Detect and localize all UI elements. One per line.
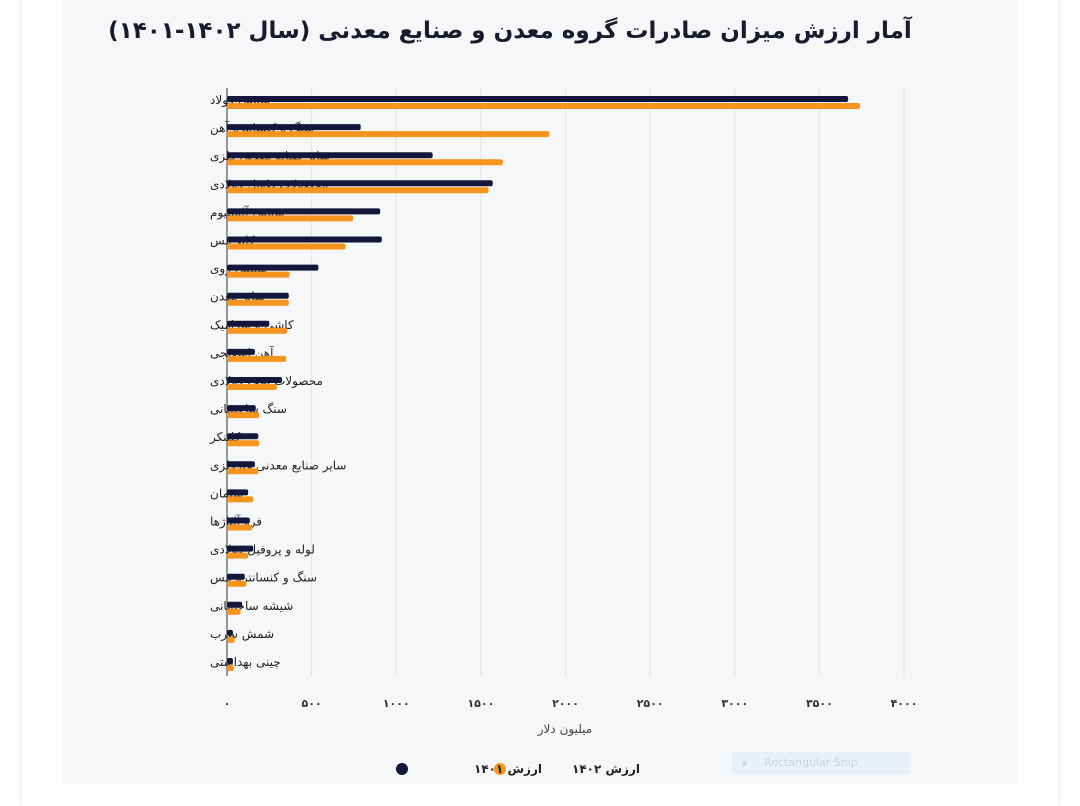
category-label: شیشه ساختمانی [210,599,293,613]
bar-1402 [227,355,287,362]
bar-1401 [227,264,319,271]
bar-1401 [227,601,243,608]
bar-1401 [227,320,270,327]
bar-1402 [227,243,346,250]
bar-1402 [227,580,247,587]
bar-1402 [227,636,235,643]
bar-1402 [227,440,260,447]
x-tick-label: ۲۵۰۰ [637,697,664,710]
bar-1402 [227,215,354,222]
legend-marker [494,763,506,775]
chart-title: آمار ارزش میزان صادرات گروه معدن و صنایع… [108,18,912,44]
bar-1401 [227,96,849,102]
bar-1401 [227,545,254,552]
category-label: شمش سرب [210,627,274,642]
bar-1401 [227,208,381,215]
legend-label: ارزش ۱۴۰۲ [572,762,640,776]
legend-marker [396,763,408,775]
bar-1402 [227,299,289,306]
bar-1402 [227,608,241,615]
bar-1401 [227,489,249,496]
chart-panel [62,0,1018,784]
bar-1402 [227,524,253,531]
bar-1402 [227,327,288,334]
bar-1401 [227,348,255,355]
rectangular-snip-overlay[interactable]: Rectangular Snip [732,752,910,774]
bar-1401 [227,405,256,412]
bar-1402 [227,159,503,166]
category-label: سنگ و کنسانتره مس [210,571,317,586]
bar-1402 [227,552,249,559]
bar-1401 [227,658,233,664]
x-axis-label: میلیون دلار [537,722,592,737]
bar-1401 [227,124,361,131]
bar-1401 [227,629,233,636]
bar-1402 [227,103,860,109]
x-tick-label: ۱۵۰۰ [467,697,494,710]
bar-1402 [227,468,259,475]
bar-1401 [227,461,255,468]
bar-1401 [227,573,245,580]
bar-1402 [227,131,550,138]
x-tick-label: ۱۰۰۰ [383,697,410,710]
bar-1402 [227,271,290,278]
bar-1401 [227,517,250,524]
bar-1402 [227,665,234,671]
x-tick-label: ۵۰۰ [302,697,322,710]
bar-1401 [227,292,289,299]
bar-1401 [227,377,283,383]
category-label: چینی بهداشتی [210,655,281,669]
bar-1402 [227,187,489,194]
x-tick-label: ۲۰۰۰ [552,697,579,710]
category-label: لوله و پروفیل فولادی [210,543,315,558]
x-tick-label: ۳۵۰۰ [806,697,833,710]
legend-label: ارزش ۱۴۰۱ [474,762,542,776]
bar-1401 [227,433,259,440]
x-tick-label: ۰ [224,697,231,710]
x-tick-label: ۴۰۰۰ [891,697,918,710]
bar-1402 [227,496,254,503]
bar-1402 [227,412,260,419]
bar-1401 [227,152,433,159]
bar-1402 [227,384,277,390]
bar-1401 [227,236,382,243]
x-tick-label: ۳۰۰۰ [721,697,748,710]
bar-1401 [227,180,493,187]
